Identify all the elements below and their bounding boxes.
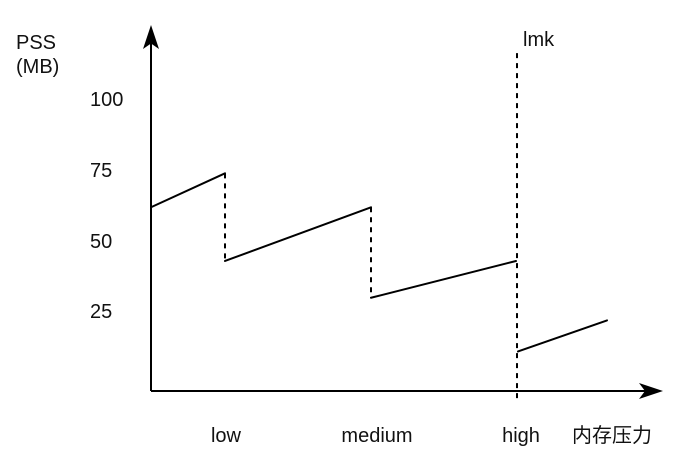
- y-tick-label-100: 100: [90, 89, 124, 111]
- y-tick-label-25: 25: [90, 301, 113, 323]
- y-tick-label-50: 50: [90, 231, 113, 253]
- lmk-annotation-label: lmk: [523, 29, 555, 51]
- pss-line-segment-4: [517, 319, 608, 353]
- x-axis-title: 内存压力: [572, 425, 652, 447]
- x-axis-arrowhead-icon: [639, 383, 663, 399]
- y-axis-title-line2: (MB): [16, 56, 60, 78]
- y-axis-title: PSS (MB): [16, 31, 59, 79]
- x-category-label-medium: medium: [341, 425, 413, 447]
- pss-line-segment-3: [370, 259, 517, 299]
- y-tick-label-75: 75: [90, 160, 113, 182]
- x-category-label-high: high: [502, 425, 540, 447]
- y-axis-title-line1: PSS: [16, 32, 57, 54]
- y-axis-arrowhead-icon: [143, 25, 159, 49]
- x-category-label-low: low: [210, 425, 242, 447]
- pss-line-segment-2: [224, 206, 372, 262]
- pss-line-segment-1: [150, 172, 226, 209]
